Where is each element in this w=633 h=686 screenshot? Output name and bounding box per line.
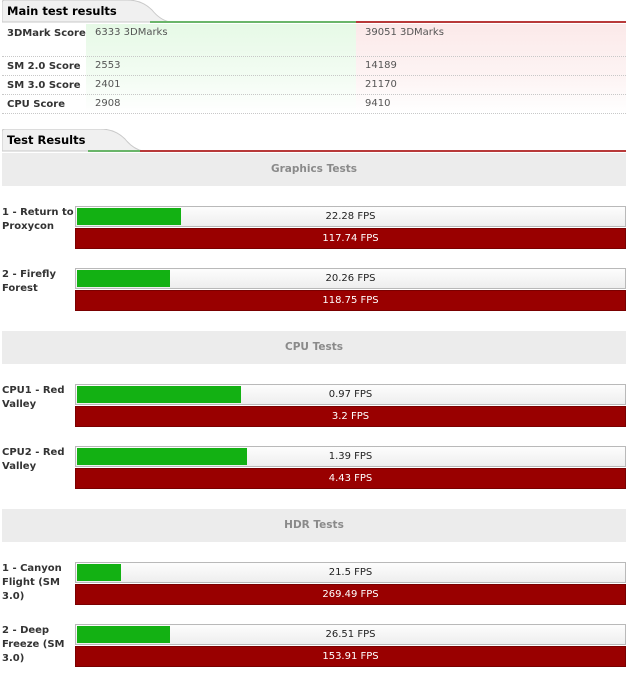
- tab-line-green: [88, 150, 140, 152]
- row-value-a: 6333 3DMarks: [95, 27, 168, 38]
- row-value-b: 21170: [365, 79, 397, 90]
- fps-bar-b: 4.43 FPS: [75, 468, 626, 489]
- fps-bar-a: 22.28 FPS: [75, 206, 626, 227]
- row-value-a: 2553: [95, 60, 121, 71]
- main-results-header: Main test results: [0, 0, 626, 24]
- fps-value-b: 153.91 FPS: [322, 651, 379, 662]
- table-row: SM 3.0 Score 2401 21170: [2, 76, 626, 95]
- fps-bar-a-fill: [77, 448, 247, 465]
- test-name: 2 - Firefly Forest: [2, 269, 56, 294]
- category-hdr-tests: HDR Tests: [2, 509, 626, 542]
- tab-shape: [2, 0, 171, 23]
- fps-bar-a-fill: [77, 564, 121, 581]
- row-value-b: 9410: [365, 98, 391, 109]
- row-value-b: 14189: [365, 60, 397, 71]
- fps-bar-b: 3.2 FPS: [75, 406, 626, 427]
- fps-bar-a: 0.97 FPS: [75, 384, 626, 405]
- fps-value-b: 118.75 FPS: [322, 295, 379, 306]
- main-results-title: Main test results: [7, 4, 117, 18]
- row-label: SM 3.0 Score: [7, 80, 81, 91]
- test-name: CPU1 - Red Valley: [2, 385, 65, 410]
- column-b-background: [356, 24, 626, 113]
- tab-line-red: [140, 150, 626, 152]
- tab-line-red: [356, 21, 626, 23]
- test-name: 1 - Return to Proxycon: [2, 207, 74, 232]
- fps-bar-b: 118.75 FPS: [75, 290, 626, 311]
- tab-line-green: [150, 21, 356, 23]
- table-row: 3DMark Score 6333 3DMarks 39051 3DMarks: [2, 24, 626, 57]
- test-name: 2 - Deep Freeze (SM 3.0): [2, 625, 65, 664]
- fps-bar-a-fill: [77, 270, 170, 287]
- test-results-title: Test Results: [7, 133, 86, 147]
- column-a-background: [86, 24, 356, 113]
- row-label: 3DMark Score: [7, 28, 86, 39]
- test-name: 1 - Canyon Flight (SM 3.0): [2, 563, 62, 602]
- row-label: CPU Score: [7, 99, 65, 110]
- row-value-a: 2401: [95, 79, 121, 90]
- fps-bar-a: 26.51 FPS: [75, 624, 626, 645]
- fps-bar-a-fill: [77, 626, 170, 643]
- test-name: CPU2 - Red Valley: [2, 447, 65, 472]
- fps-bar-a-fill: [77, 208, 181, 225]
- row-label: SM 2.0 Score: [7, 61, 81, 72]
- fps-bar-a: 1.39 FPS: [75, 446, 626, 467]
- fps-bar-a-fill: [77, 386, 241, 403]
- fps-value-b: 3.2 FPS: [331, 411, 370, 422]
- fps-value-a: 21.5 FPS: [328, 567, 373, 578]
- main-results-tab[interactable]: Main test results: [2, 0, 171, 23]
- fps-value-b: 269.49 FPS: [322, 589, 379, 600]
- fps-value-a: 0.97 FPS: [328, 389, 373, 400]
- category-graphics-tests: Graphics Tests: [2, 153, 626, 186]
- test-results-header: Test Results: [0, 129, 626, 153]
- fps-value-b: 117.74 FPS: [322, 233, 379, 244]
- fps-value-b: 4.43 FPS: [328, 473, 373, 484]
- fps-value-a: 20.26 FPS: [325, 273, 376, 284]
- fps-value-a: 26.51 FPS: [325, 629, 376, 640]
- fps-bar-b: 153.91 FPS: [75, 646, 626, 667]
- fps-value-a: 1.39 FPS: [328, 451, 373, 462]
- row-value-a: 2908: [95, 98, 121, 109]
- test-results-tab[interactable]: Test Results: [2, 129, 144, 152]
- fps-bar-a: 21.5 FPS: [75, 562, 626, 583]
- table-row: CPU Score 2908 9410: [2, 95, 626, 114]
- row-value-b: 39051 3DMarks: [365, 27, 444, 38]
- fps-value-a: 22.28 FPS: [325, 211, 376, 222]
- category-cpu-tests: CPU Tests: [2, 331, 626, 364]
- fps-bar-b: 269.49 FPS: [75, 584, 626, 605]
- fps-bar-a: 20.26 FPS: [75, 268, 626, 289]
- tab-shape: [2, 129, 144, 152]
- fps-bar-b: 117.74 FPS: [75, 228, 626, 249]
- table-row: SM 2.0 Score 2553 14189: [2, 57, 626, 76]
